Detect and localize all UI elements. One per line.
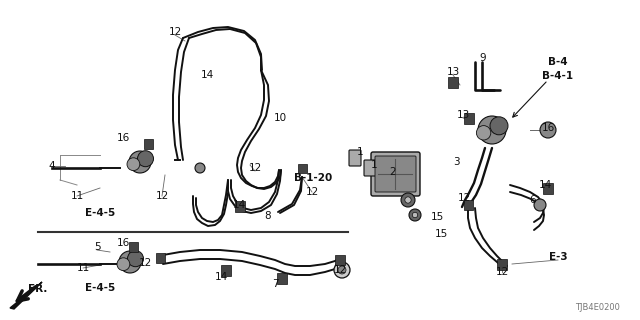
Circle shape <box>127 158 140 171</box>
Text: E-4-5: E-4-5 <box>85 208 115 218</box>
Text: B-4-1: B-4-1 <box>543 71 573 81</box>
Circle shape <box>195 163 205 173</box>
Circle shape <box>476 126 491 140</box>
Text: 2: 2 <box>390 167 396 177</box>
Bar <box>335 255 345 265</box>
Bar <box>277 273 287 284</box>
Bar <box>543 182 553 194</box>
Circle shape <box>117 258 130 271</box>
Text: 1: 1 <box>371 160 378 170</box>
Circle shape <box>490 117 508 135</box>
Text: 5: 5 <box>93 242 100 252</box>
Bar <box>463 200 472 210</box>
Text: 9: 9 <box>480 53 486 63</box>
Circle shape <box>412 212 418 218</box>
Circle shape <box>127 251 143 267</box>
Text: 12: 12 <box>305 187 319 197</box>
Bar <box>298 164 307 172</box>
Text: 13: 13 <box>446 67 460 77</box>
Text: 12: 12 <box>248 163 262 173</box>
Circle shape <box>409 209 421 221</box>
Text: 15: 15 <box>430 212 444 222</box>
Text: B-4: B-4 <box>548 57 568 67</box>
Bar <box>129 242 138 252</box>
Text: 8: 8 <box>265 211 271 221</box>
Text: 13: 13 <box>456 110 470 120</box>
Text: 14: 14 <box>214 272 228 282</box>
Circle shape <box>334 262 350 278</box>
Circle shape <box>405 197 411 203</box>
Circle shape <box>138 151 154 167</box>
Circle shape <box>540 122 556 138</box>
Text: 12: 12 <box>458 193 470 203</box>
FancyBboxPatch shape <box>375 156 416 192</box>
Text: 12: 12 <box>138 258 152 268</box>
Bar <box>497 259 507 269</box>
Text: 12: 12 <box>156 191 168 201</box>
Text: 11: 11 <box>70 191 84 201</box>
Text: 12: 12 <box>333 265 347 275</box>
Text: 14: 14 <box>538 180 552 190</box>
Text: 12: 12 <box>495 267 509 277</box>
Bar <box>143 139 152 149</box>
Text: 11: 11 <box>76 263 90 273</box>
Text: 6: 6 <box>530 195 536 205</box>
Circle shape <box>338 266 346 274</box>
Text: E-3: E-3 <box>548 252 567 262</box>
Text: 7: 7 <box>272 279 278 289</box>
Polygon shape <box>10 282 42 309</box>
Text: B-1-20: B-1-20 <box>294 173 332 183</box>
Text: FR.: FR. <box>28 284 48 294</box>
Text: 16: 16 <box>116 238 130 248</box>
Circle shape <box>119 251 141 273</box>
Circle shape <box>129 151 151 173</box>
Text: 16: 16 <box>116 133 130 143</box>
Text: 1: 1 <box>356 147 364 157</box>
Text: 14: 14 <box>232 200 246 210</box>
Circle shape <box>478 116 506 144</box>
Text: 3: 3 <box>452 157 460 167</box>
Text: 4: 4 <box>49 161 55 171</box>
Text: E-4-5: E-4-5 <box>85 283 115 293</box>
Bar <box>156 253 164 263</box>
FancyBboxPatch shape <box>371 152 420 196</box>
Circle shape <box>401 193 415 207</box>
Bar <box>221 265 231 276</box>
Text: 10: 10 <box>273 113 287 123</box>
Text: 15: 15 <box>435 229 447 239</box>
Circle shape <box>534 199 546 211</box>
Bar <box>448 76 458 87</box>
FancyBboxPatch shape <box>364 160 376 176</box>
FancyBboxPatch shape <box>349 150 361 166</box>
Text: 12: 12 <box>168 27 182 37</box>
Bar <box>235 201 245 212</box>
Bar <box>464 113 474 124</box>
Text: 16: 16 <box>541 123 555 133</box>
Text: 14: 14 <box>200 70 214 80</box>
Text: TJB4E0200: TJB4E0200 <box>575 303 620 312</box>
